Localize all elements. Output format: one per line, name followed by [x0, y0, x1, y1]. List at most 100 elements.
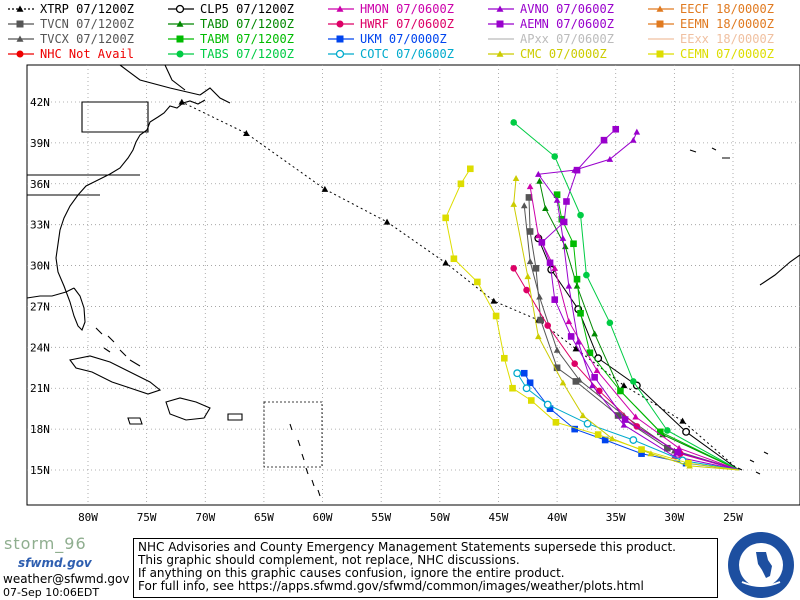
track-point — [601, 436, 609, 444]
track-point — [492, 312, 500, 320]
legend-entry-eecf: EECF 18/0000Z — [640, 2, 774, 16]
track-point — [620, 421, 628, 428]
track-point — [243, 130, 250, 136]
legend-swatch — [648, 50, 674, 58]
track-point — [457, 180, 465, 188]
track-point — [579, 412, 587, 419]
track-point — [674, 448, 682, 456]
puerto-rico — [227, 413, 243, 421]
legend-label: AEMN 07/0600Z — [520, 17, 614, 31]
sfwmd-seal-icon — [728, 532, 794, 598]
track-point — [606, 319, 614, 327]
track-point — [442, 259, 449, 266]
legend-swatch — [488, 38, 514, 40]
track-point — [467, 165, 474, 173]
legend-swatch — [328, 5, 354, 12]
track-point — [573, 282, 581, 289]
legend-swatch — [328, 20, 354, 28]
legend-swatch — [168, 50, 194, 58]
track-point — [546, 259, 554, 267]
legend-swatch — [488, 5, 514, 12]
track-point — [570, 240, 577, 248]
track-point — [559, 234, 567, 241]
lat-label: 39N — [30, 137, 50, 150]
track-point — [536, 293, 543, 300]
lat-label: 18N — [30, 423, 50, 436]
canada-coast — [199, 87, 231, 104]
track-point — [565, 318, 573, 325]
track-point — [512, 175, 520, 181]
track-point — [594, 431, 602, 438]
track-line — [445, 168, 739, 471]
track-point — [490, 297, 498, 304]
track-point — [572, 378, 580, 385]
track-point — [621, 416, 629, 423]
track-point — [600, 136, 608, 144]
legend-label: TABS 07/1200Z — [200, 47, 294, 61]
legend-label: CLP5 07/1200Z — [200, 2, 294, 16]
legend-swatch — [488, 20, 514, 28]
track-point — [656, 428, 664, 436]
lat-lon-grid — [27, 65, 800, 505]
lat-label: 27N — [30, 300, 50, 313]
lesser-antilles — [289, 423, 321, 497]
track-line — [181, 101, 740, 471]
track-line — [523, 372, 739, 471]
track-point — [560, 218, 568, 226]
track-point — [682, 427, 691, 436]
track-point — [552, 418, 560, 426]
track-point — [573, 275, 581, 283]
track-point — [583, 271, 590, 279]
legend-entry-nhc: NHC Not Avail — [0, 47, 134, 61]
lat-label: 33N — [30, 219, 50, 232]
track-point — [617, 387, 624, 395]
track-point — [567, 333, 575, 340]
legend-swatch — [328, 49, 354, 59]
storm-logo: storm_96 — [4, 534, 87, 553]
track-line — [513, 178, 739, 471]
legend-swatch — [8, 35, 34, 42]
track-point — [524, 273, 532, 280]
track-point — [685, 459, 692, 467]
track-point — [593, 367, 601, 374]
track-point — [526, 228, 534, 235]
contact-email: weather@sfwmd.gov — [3, 572, 130, 586]
legend-label: CEMN 07/0000Z — [680, 47, 774, 61]
legend-entry-hmon: HMON 07/0600Z — [320, 2, 454, 16]
track-point — [321, 185, 329, 192]
legend-swatch — [8, 50, 34, 58]
track-point — [546, 405, 554, 412]
legend-entry-apxx: APxx 07/0600Z — [480, 32, 614, 46]
track-point — [638, 450, 645, 457]
lon-label: 35W — [606, 511, 626, 524]
track-avno — [535, 128, 739, 471]
legend-entry-xtrp: XTRP 07/1200Z — [0, 2, 134, 16]
track-point — [591, 330, 598, 337]
lat-label: 15N — [30, 464, 50, 477]
track-point — [510, 264, 517, 272]
legend-swatch — [648, 38, 674, 40]
legend-label: XTRP 07/1200Z — [40, 2, 134, 16]
legend-entry-clp5: CLP5 07/1200Z — [160, 2, 294, 16]
legend-label: TABM 07/1200Z — [200, 32, 294, 46]
track-point — [571, 425, 578, 433]
disclaimer-line: If anything on this graphic causes confu… — [138, 566, 565, 580]
track-point — [535, 333, 542, 340]
caribbean-box — [263, 401, 323, 468]
track-point — [586, 349, 594, 357]
track-point — [544, 322, 552, 329]
lon-label: 75W — [137, 511, 157, 524]
track-point — [620, 382, 628, 389]
track-point — [664, 427, 671, 434]
track-point — [553, 191, 561, 198]
legend-entry-ukm: UKM 07/0000Z — [320, 32, 447, 46]
legend-entry-eemn: EEMN 18/0000Z — [640, 17, 774, 31]
lon-label: 25W — [723, 511, 743, 524]
lat-label: 24N — [30, 341, 50, 354]
track-point — [633, 128, 641, 135]
track-point — [509, 384, 516, 392]
track-point — [614, 412, 622, 419]
cuba — [69, 355, 162, 395]
lon-label: 55W — [371, 511, 391, 524]
track-point — [559, 379, 567, 386]
